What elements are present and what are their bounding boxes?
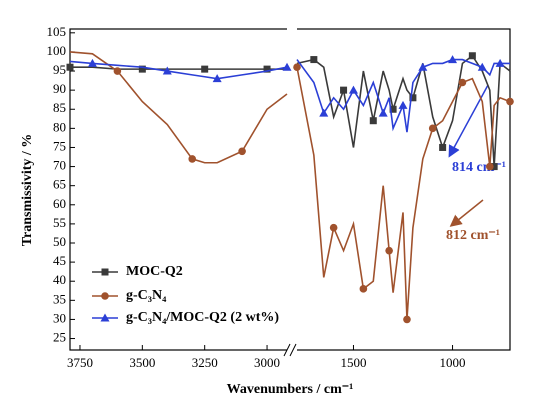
x-tick-label: 3000 <box>254 355 280 370</box>
marker <box>212 74 222 83</box>
marker <box>113 67 122 75</box>
marker <box>329 223 338 232</box>
break-mark <box>283 343 291 357</box>
marker <box>398 100 408 109</box>
marker <box>282 62 292 71</box>
y-tick-label: 95 <box>53 62 66 77</box>
marker <box>188 155 197 163</box>
y-tick-label: 25 <box>53 330 66 345</box>
y-tick-label: 55 <box>53 215 66 230</box>
marker <box>428 124 437 133</box>
legend-label: g-C₃N₄ <box>126 288 167 303</box>
annotation-arrow <box>448 84 489 158</box>
annotation-arrow <box>449 199 484 227</box>
x-tick-label: 1500 <box>340 355 366 370</box>
y-axis-title: Transmissivity / % <box>20 134 35 247</box>
marker <box>403 315 411 324</box>
marker <box>458 78 467 87</box>
annotation: 812 cm⁻¹ <box>446 228 500 243</box>
y-tick-label: 40 <box>53 272 66 287</box>
y-tick-label: 45 <box>53 253 66 268</box>
x-tick-label: 3500 <box>129 355 155 370</box>
break-mark <box>289 343 297 357</box>
marker <box>359 285 368 293</box>
y-tick-label: 70 <box>53 158 66 173</box>
y-tick-label: 90 <box>53 81 66 96</box>
y-tick-label: 35 <box>53 291 66 306</box>
marker <box>439 143 447 151</box>
marker <box>506 97 514 106</box>
marker <box>162 66 172 75</box>
marker <box>100 313 110 322</box>
y-tick-label: 105 <box>47 24 67 39</box>
y-tick-label: 65 <box>53 177 66 192</box>
y-tick-label: 50 <box>53 234 66 249</box>
marker <box>495 58 505 67</box>
legend-label: g-C₃N₄/MOC-Q2 (2 wt%) <box>126 310 279 325</box>
x-tick-label: 3750 <box>67 355 93 370</box>
marker <box>369 117 377 125</box>
marker <box>468 52 476 60</box>
marker <box>448 55 458 64</box>
y-tick-label: 30 <box>53 310 66 325</box>
marker <box>378 108 388 117</box>
marker <box>340 86 348 94</box>
marker <box>201 65 209 73</box>
y-tick-label: 85 <box>53 100 66 115</box>
legend-label: MOC-Q2 <box>126 264 183 279</box>
marker <box>310 56 318 64</box>
marker <box>418 62 428 71</box>
marker <box>138 65 146 73</box>
marker <box>66 63 74 71</box>
marker <box>101 268 109 276</box>
y-tick-label: 100 <box>47 43 67 58</box>
marker <box>319 108 329 117</box>
y-tick-label: 80 <box>53 119 66 134</box>
marker <box>409 94 417 102</box>
x-tick-label: 3250 <box>192 355 218 370</box>
y-tick-label: 60 <box>53 196 66 211</box>
marker <box>485 162 494 171</box>
marker <box>238 147 246 156</box>
marker <box>101 292 109 300</box>
axis-break <box>287 20 297 360</box>
marker <box>348 85 358 94</box>
marker <box>389 105 397 113</box>
marker <box>293 63 301 72</box>
x-tick-label: 1000 <box>440 355 466 370</box>
marker <box>87 58 97 67</box>
marker <box>490 163 498 171</box>
x-axis-title: Wavenumbers / cm⁻¹ <box>227 382 354 397</box>
annotation: 814 cm⁻¹ <box>452 160 506 175</box>
marker <box>477 62 487 71</box>
marker <box>385 246 393 255</box>
y-tick-label: 75 <box>53 138 66 153</box>
marker <box>263 65 271 73</box>
